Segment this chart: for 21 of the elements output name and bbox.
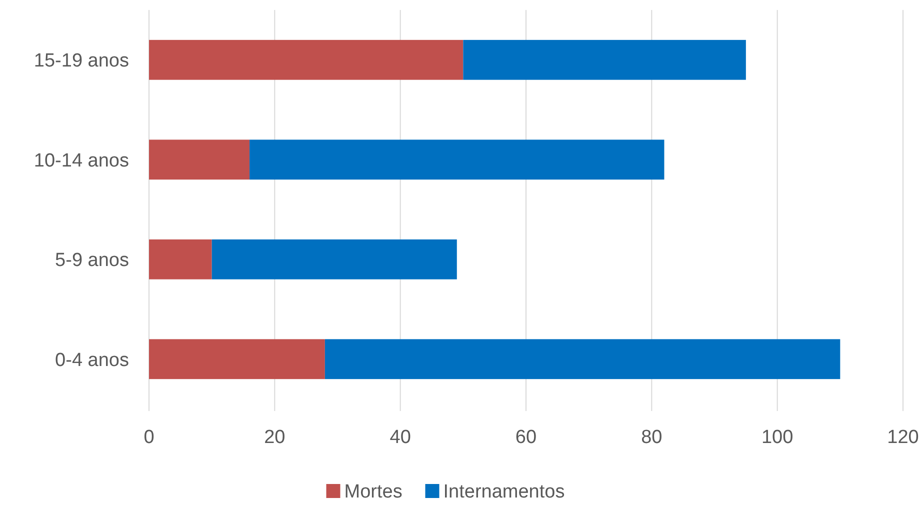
bar: [149, 239, 212, 280]
bar: [250, 140, 664, 180]
x-tick-label: 20: [264, 427, 286, 448]
y-tick-label: 10-14 anos: [34, 150, 129, 172]
bar: [324, 339, 840, 380]
bar: [149, 40, 464, 80]
y-tick-label: 15-19 anos: [34, 50, 129, 72]
bar: [212, 239, 457, 280]
x-tick-label: 80: [641, 427, 662, 448]
legend-label: Mortes: [344, 482, 402, 503]
bar: [149, 140, 250, 180]
x-tick-label: 60: [515, 427, 537, 448]
bar: [463, 40, 746, 80]
bar: [149, 339, 325, 380]
y-tick-label: 0-4 anos: [55, 350, 129, 371]
x-tick-label: 40: [390, 427, 411, 448]
y-tick-label: 5-9 anos: [55, 250, 129, 272]
x-tick-label: 0: [144, 427, 154, 448]
x-tick-label: 120: [887, 427, 919, 448]
x-tick-label: 100: [761, 427, 794, 448]
legend-label: Internamentos: [443, 482, 565, 503]
